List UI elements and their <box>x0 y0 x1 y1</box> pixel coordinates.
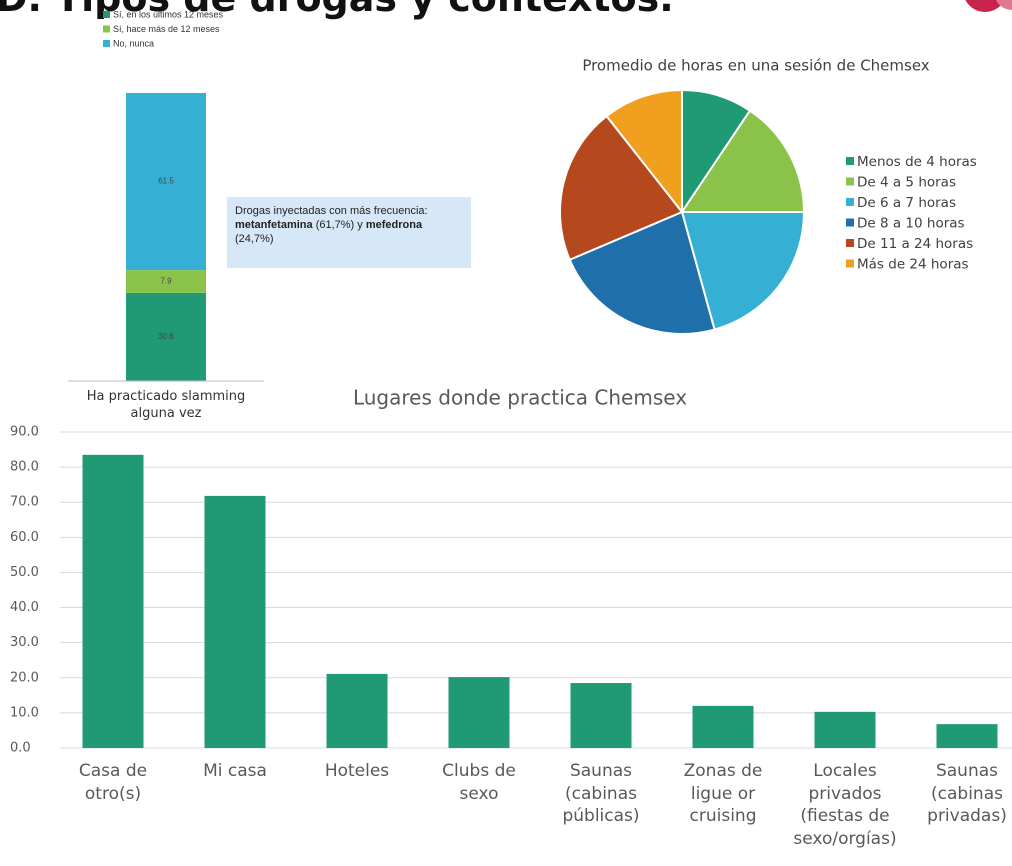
annotation-text: (24,7%) <box>235 232 274 245</box>
legend-swatch <box>846 218 854 227</box>
legend-swatch <box>846 157 854 165</box>
chart-title: Lugares donde practica Chemsex <box>353 386 687 410</box>
legend-swatch <box>846 177 854 186</box>
annotation-text: Drogas inyectadas con más frecuencia: <box>235 205 428 217</box>
legend-swatch <box>846 198 854 206</box>
data-label: 7.9 <box>160 277 172 286</box>
pie-slice <box>605 88 683 215</box>
y-tick-label: 70.0 <box>10 495 39 510</box>
legend-swatch <box>846 239 854 247</box>
bar <box>814 711 876 748</box>
legend-swatch <box>846 259 854 268</box>
y-tick-label: 30.0 <box>10 635 39 650</box>
bar-segment <box>126 292 206 381</box>
y-tick-label: 50.0 <box>10 565 39 580</box>
annotation-text: metanfetamina <box>235 218 313 231</box>
legend-swatch <box>103 40 110 47</box>
bar <box>204 495 266 748</box>
bar <box>692 705 754 748</box>
bar <box>570 683 632 748</box>
legend-label: Sí, hace más de 12 meses <box>113 24 220 34</box>
bar-segment <box>126 270 206 293</box>
x-tick-label: Zonas de ligue or cruising <box>683 761 763 827</box>
y-tick-label: 40.0 <box>10 600 39 615</box>
annotation-text: (61,7%) y <box>312 218 366 231</box>
legend-label: Más de 24 horas <box>857 257 969 273</box>
x-tick-label: Clubs de sexo <box>442 761 516 804</box>
slide-title: D. Tipos de drogas y contextos. <box>0 0 674 20</box>
legend-swatch <box>103 11 110 18</box>
legend-label: De 6 a 7 horas <box>857 195 956 211</box>
x-tick-label: Ha practicado slamming alguna vez <box>86 389 246 421</box>
y-tick-label: 80.0 <box>10 460 39 475</box>
y-tick-label: 0.0 <box>10 741 31 756</box>
bar-segment <box>126 93 206 271</box>
x-tick-label: Saunas (cabinas privadas) <box>927 761 1007 827</box>
data-label: 61.5 <box>158 177 174 186</box>
pie-slice <box>680 109 806 213</box>
x-tick-label: Casa de otro(s) <box>78 761 148 804</box>
y-tick-label: 90.0 <box>10 425 39 440</box>
y-tick-label: 60.0 <box>10 530 39 545</box>
logo <box>965 0 1005 12</box>
bar <box>326 673 388 748</box>
y-tick-label: 10.0 <box>10 705 39 720</box>
x-tick-label: Hoteles <box>324 761 390 781</box>
annotation: Drogas inyectadas con más frecuencia: me… <box>227 197 471 268</box>
legend-label: De 4 a 5 horas <box>857 175 956 191</box>
x-tick-label: Mi casa <box>203 761 267 781</box>
annotation-text: mefedrona <box>365 218 423 231</box>
x-tick-label: Saunas (cabinas públicas) <box>562 761 640 827</box>
chart-title: Promedio de horas en una sesión de Chems… <box>582 57 929 75</box>
pie-slice <box>559 114 684 262</box>
legend-swatch <box>103 25 110 33</box>
logo <box>995 0 1012 10</box>
data-label: 30.6 <box>158 332 174 341</box>
legend-label: De 11 a 24 horas <box>857 236 973 252</box>
legend-label: Menos de 4 horas <box>857 154 977 170</box>
pie-slice <box>680 211 806 331</box>
bar <box>82 454 144 748</box>
pie-slice <box>568 210 716 335</box>
bar <box>936 724 998 748</box>
x-tick-label: Locales privados (fiestas de sexo/orgías… <box>793 761 897 849</box>
legend-label: Sí, en los últimos 12 meses <box>113 9 224 19</box>
y-tick-label: 20.0 <box>10 670 39 685</box>
legend-label: De 8 a 10 horas <box>857 216 965 232</box>
legend-label: No, nunca <box>113 38 154 48</box>
bar <box>448 677 510 748</box>
